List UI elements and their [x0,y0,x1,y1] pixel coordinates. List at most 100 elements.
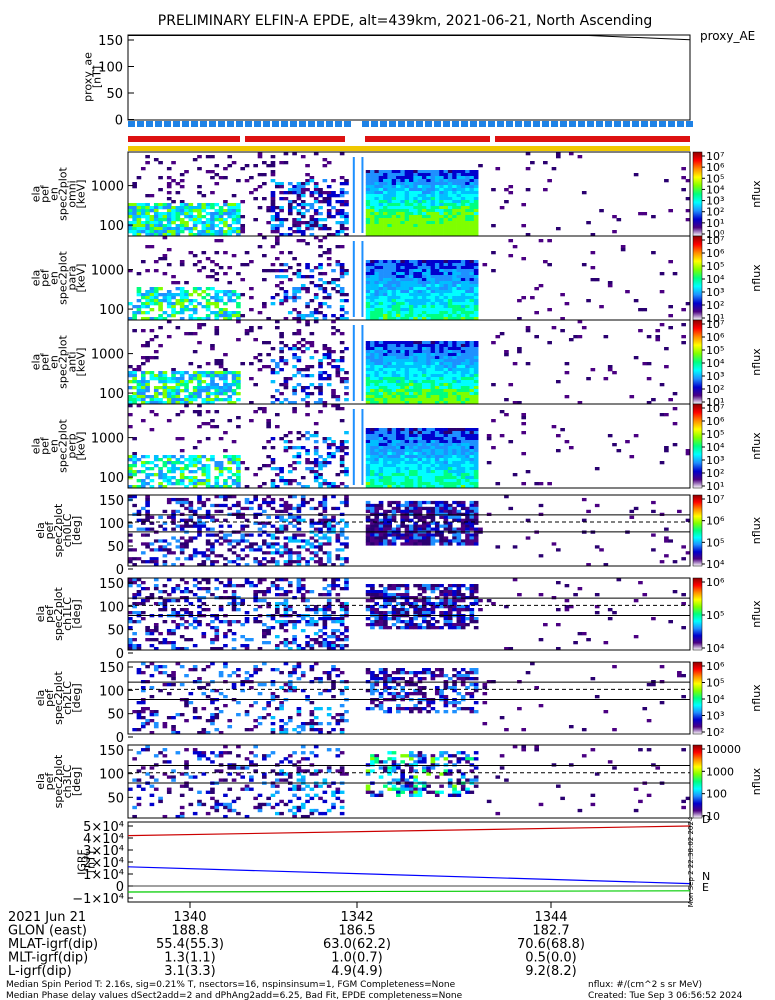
data-cell [257,521,263,525]
data-cell [309,374,315,378]
data-cell [439,500,444,505]
data-cell [434,272,440,276]
data-cell [508,185,514,189]
data-cell [162,230,168,234]
data-cell [404,194,410,198]
data-cell [426,224,431,228]
data-cell [387,542,393,546]
status-bar-blue-seg [506,121,513,127]
data-cell [456,371,462,375]
data-cell [153,563,159,567]
data-cell [145,495,150,499]
data-cell [421,500,427,505]
data-cell [629,455,635,459]
data-cell [452,431,457,435]
data-cell [365,377,371,381]
data-cell [378,437,384,441]
data-cell [132,314,137,318]
data-cell [344,215,349,219]
data-cell [473,464,479,468]
data-cell [227,209,233,213]
data-cell [370,290,375,294]
data-cell [426,470,431,474]
data-cell [153,335,159,339]
data-cell [434,512,440,517]
data-cell [383,440,388,444]
data-cell [430,173,436,177]
data-cell [668,398,674,402]
data-cell [391,260,397,264]
data-cell [214,290,220,294]
data-cell [270,461,276,465]
data-cell [456,203,462,207]
data-cell [594,467,600,471]
data-cell [387,479,393,483]
data-cell [447,170,453,174]
data-cell [486,437,492,441]
data-cell [430,227,436,231]
data-cell [279,497,284,502]
data-cell [456,275,462,279]
data-cell [409,431,414,435]
data-cell [262,521,267,525]
data-cell [201,470,207,474]
data-cell [391,506,397,511]
status-bar-blue-seg [677,121,684,127]
data-cell [421,485,427,489]
data-cell [270,536,276,540]
data-cell [374,362,380,366]
data-cell [300,185,306,189]
data-cell [158,293,163,297]
data-cell [404,305,410,309]
data-cell [430,386,436,390]
data-cell [391,350,397,354]
data-cell [434,386,440,390]
data-cell [374,440,380,444]
data-cell [370,260,375,264]
data-cell [469,182,475,186]
data-cell [439,278,444,282]
data-cell [404,482,410,486]
data-cell [421,266,427,270]
data-cell [287,482,293,486]
data-cell [214,203,220,207]
data-cell [374,392,380,396]
data-cell [473,347,479,351]
data-cell [396,341,401,345]
data-cell [655,329,661,333]
data-cell [473,227,479,231]
data-cell [443,383,449,387]
data-cell [452,176,457,180]
data-cell [210,206,215,210]
data-cell [434,452,440,456]
data-cell [525,167,531,171]
data-cell [378,434,384,438]
data-cell [456,188,462,192]
data-cell [404,473,410,477]
data-cell [166,185,172,189]
data-cell [400,305,405,309]
data-cell [158,473,163,477]
data-cell [434,449,440,453]
data-cell [430,398,436,402]
data-cell [400,518,405,522]
data-cell [426,305,431,309]
data-cell [292,308,297,312]
data-cell [413,191,418,195]
data-cell [564,302,570,306]
ylabel-line: pef [39,352,52,371]
data-cell [266,269,271,273]
data-cell [279,503,284,508]
data-cell [197,527,202,531]
data-cell [205,374,211,378]
data-cell [166,455,172,459]
data-cell [279,185,284,189]
data-cell [244,485,250,489]
data-cell [227,233,233,237]
data-cell [128,371,133,375]
data-cell [378,188,384,192]
data-cell [339,563,345,567]
data-cell [145,380,150,384]
data-cell [365,260,371,264]
data-cell [400,203,405,207]
